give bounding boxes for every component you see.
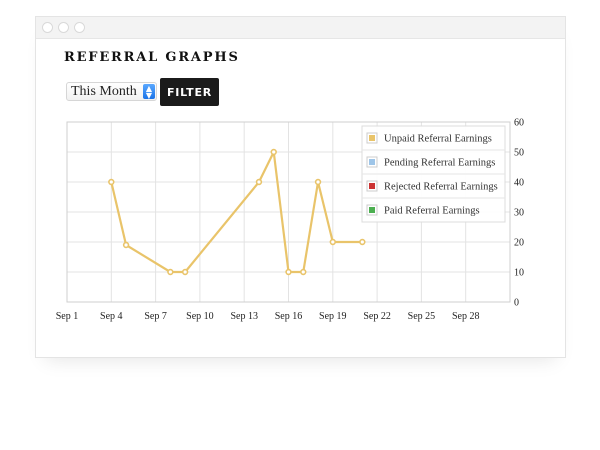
x-tick-label: Sep 13 xyxy=(230,311,258,322)
data-point[interactable] xyxy=(167,268,174,276)
window-close-dot-icon[interactable] xyxy=(42,22,53,33)
page-title: REFERRAL GRAPHS xyxy=(64,50,240,65)
y-tick-label: 10 xyxy=(514,268,524,279)
legend-label[interactable]: Unpaid Referral Earnings xyxy=(384,134,492,145)
y-tick-label: 60 xyxy=(514,118,524,129)
up-down-chevron-icon: ▲ ▼ xyxy=(143,84,155,100)
x-tick-label: Sep 25 xyxy=(408,311,436,322)
window-maximize-dot-icon[interactable] xyxy=(74,22,85,33)
data-point[interactable] xyxy=(300,268,307,276)
data-point[interactable] xyxy=(255,178,263,186)
chart-series xyxy=(108,148,366,276)
x-tick-label: Sep 19 xyxy=(319,311,347,322)
x-tick-label: Sep 1 xyxy=(56,311,79,322)
y-tick-label: 30 xyxy=(514,208,524,219)
x-tick-label: Sep 22 xyxy=(363,311,391,322)
data-point[interactable] xyxy=(108,178,115,186)
legend-swatch xyxy=(369,135,375,141)
window-titlebar xyxy=(36,17,565,39)
x-tick-label: Sep 28 xyxy=(452,311,480,322)
data-point[interactable] xyxy=(181,268,189,276)
chart-legend: Unpaid Referral Earnings Pending Referral… xyxy=(361,125,506,223)
data-point[interactable] xyxy=(359,238,366,246)
legend-swatch xyxy=(369,183,375,189)
data-point[interactable] xyxy=(122,241,130,249)
legend-label[interactable]: Pending Referral Earnings xyxy=(384,158,495,169)
y-tick-label: 50 xyxy=(514,148,524,159)
x-tick-label: Sep 10 xyxy=(186,311,214,322)
legend-swatch xyxy=(369,207,375,213)
data-point[interactable] xyxy=(270,148,277,156)
plot-border xyxy=(66,121,511,303)
legend-label[interactable]: Rejected Referral Earnings xyxy=(384,182,498,193)
y-tick-label: 40 xyxy=(514,178,524,189)
x-tick-label: Sep 16 xyxy=(275,311,303,322)
y-tick-label: 0 xyxy=(514,298,519,309)
y-tick-label: 20 xyxy=(514,238,524,249)
legend-swatch xyxy=(369,159,375,165)
data-point[interactable] xyxy=(329,238,336,246)
window-minimize-dot-icon[interactable] xyxy=(58,22,69,33)
x-axis-ticks: Sep 1 Sep 4 Sep 7 Sep 10 Sep 13 Sep 16 Sep 19 S… xyxy=(56,311,480,322)
filter-button[interactable]: FILTER xyxy=(160,78,219,106)
y-axis-ticks: 0 10 20 30 40 50 60 xyxy=(514,118,524,309)
period-select-value: This Month xyxy=(71,84,137,99)
legend-label[interactable]: Paid Referral Earnings xyxy=(384,206,480,217)
x-tick-label: Sep 4 xyxy=(100,311,123,322)
x-tick-label: Sep 7 xyxy=(144,311,167,322)
data-point[interactable] xyxy=(285,268,292,276)
period-select[interactable]: This Month ▲ ▼ xyxy=(66,82,157,101)
data-point[interactable] xyxy=(314,178,322,186)
